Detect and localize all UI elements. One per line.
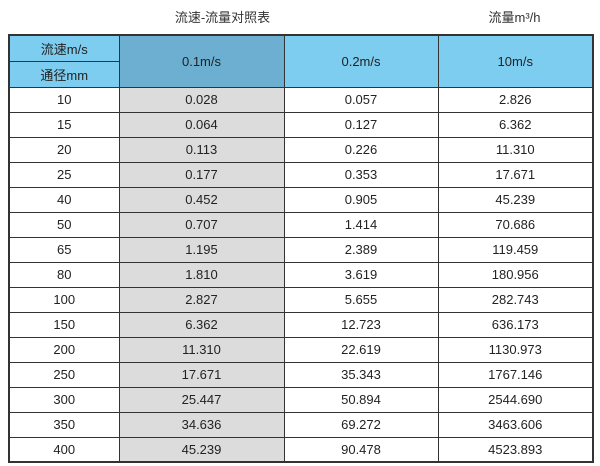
value-cell-0.1ms: 6.362 bbox=[118, 311, 285, 338]
diameter-cell: 20 bbox=[8, 136, 120, 163]
table-row: 350 34.636 69.272 3463.606 bbox=[8, 411, 594, 438]
value-cell-0.1ms: 1.195 bbox=[118, 236, 285, 263]
diameter-cell: 65 bbox=[8, 236, 120, 263]
value-cell-0.1ms: 45.239 bbox=[118, 436, 285, 463]
value-cell-0.2ms: 0.905 bbox=[283, 186, 439, 213]
value-cell-10ms: 2544.690 bbox=[437, 386, 594, 413]
value-cell-0.2ms: 35.343 bbox=[283, 361, 439, 388]
diameter-cell: 200 bbox=[8, 336, 120, 363]
value-cell-0.2ms: 90.478 bbox=[283, 436, 439, 463]
diameter-cell: 15 bbox=[8, 111, 120, 138]
table-row: 20 0.113 0.226 11.310 bbox=[8, 136, 594, 163]
table-row: 50 0.707 1.414 70.686 bbox=[8, 211, 594, 238]
value-cell-10ms: 6.362 bbox=[437, 111, 594, 138]
value-cell-10ms: 2.826 bbox=[437, 86, 594, 113]
table-row: 10 0.028 0.057 2.826 bbox=[8, 86, 594, 113]
table-header: 流速m/s 0.1m/s 0.2m/s 10m/s 通径mm bbox=[8, 34, 594, 88]
diameter-cell: 80 bbox=[8, 261, 120, 288]
diameter-cell: 400 bbox=[8, 436, 120, 463]
table-row: 300 25.447 50.894 2544.690 bbox=[8, 386, 594, 413]
diameter-cell: 350 bbox=[8, 411, 120, 438]
diameter-cell: 40 bbox=[8, 186, 120, 213]
diameter-cell: 300 bbox=[8, 386, 120, 413]
header-col-10ms: 10m/s bbox=[437, 34, 594, 88]
value-cell-0.1ms: 0.113 bbox=[118, 136, 285, 163]
table-row: 80 1.810 3.619 180.956 bbox=[8, 261, 594, 288]
header-row-top: 流速m/s 0.1m/s 0.2m/s 10m/s bbox=[8, 34, 594, 88]
value-cell-10ms: 119.459 bbox=[437, 236, 594, 263]
value-cell-10ms: 11.310 bbox=[437, 136, 594, 163]
flow-rate-table: 流速m/s 0.1m/s 0.2m/s 10m/s 通径mm 10 0.028 … bbox=[8, 34, 594, 463]
value-cell-0.1ms: 17.671 bbox=[118, 361, 285, 388]
value-cell-0.1ms: 2.827 bbox=[118, 286, 285, 313]
value-cell-0.2ms: 0.353 bbox=[283, 161, 439, 188]
value-cell-0.1ms: 34.636 bbox=[118, 411, 285, 438]
diameter-cell: 50 bbox=[8, 211, 120, 238]
table-row: 200 11.310 22.619 1130.973 bbox=[8, 336, 594, 363]
value-cell-0.1ms: 25.447 bbox=[118, 386, 285, 413]
page-title: 流速-流量对照表 bbox=[174, 10, 271, 25]
table-row: 65 1.195 2.389 119.459 bbox=[8, 236, 594, 263]
value-cell-0.1ms: 1.810 bbox=[118, 261, 285, 288]
table-row: 250 17.671 35.343 1767.146 bbox=[8, 361, 594, 388]
diameter-cell: 25 bbox=[8, 161, 120, 188]
table-row: 15 0.064 0.127 6.362 bbox=[8, 111, 594, 138]
value-cell-0.2ms: 22.619 bbox=[283, 336, 439, 363]
diameter-cell: 100 bbox=[8, 286, 120, 313]
value-cell-10ms: 636.173 bbox=[437, 311, 594, 338]
flow-rate-unit-title: 流量m³/h bbox=[488, 10, 541, 25]
value-cell-10ms: 1767.146 bbox=[437, 361, 594, 388]
value-cell-0.2ms: 69.272 bbox=[283, 411, 439, 438]
table-row: 40 0.452 0.905 45.239 bbox=[8, 186, 594, 213]
table-row: 25 0.177 0.353 17.671 bbox=[8, 161, 594, 188]
value-cell-10ms: 4523.893 bbox=[437, 436, 594, 463]
titlebar: 流速-流量对照表 流量m³/h bbox=[0, 0, 600, 34]
value-cell-0.2ms: 2.389 bbox=[283, 236, 439, 263]
header-diameter: 通径mm bbox=[8, 60, 120, 88]
value-cell-0.2ms: 0.226 bbox=[283, 136, 439, 163]
diameter-cell: 10 bbox=[8, 86, 120, 113]
diameter-cell: 150 bbox=[8, 311, 120, 338]
diameter-cell: 250 bbox=[8, 361, 120, 388]
value-cell-10ms: 1130.973 bbox=[437, 336, 594, 363]
value-cell-10ms: 282.743 bbox=[437, 286, 594, 313]
value-cell-10ms: 3463.606 bbox=[437, 411, 594, 438]
value-cell-0.1ms: 0.707 bbox=[118, 211, 285, 238]
value-cell-0.2ms: 12.723 bbox=[283, 311, 439, 338]
value-cell-0.1ms: 0.064 bbox=[118, 111, 285, 138]
value-cell-10ms: 180.956 bbox=[437, 261, 594, 288]
value-cell-0.1ms: 0.452 bbox=[118, 186, 285, 213]
header-flow-velocity: 流速m/s bbox=[8, 34, 120, 62]
header-col-0.1ms: 0.1m/s bbox=[118, 34, 285, 88]
table-body: 10 0.028 0.057 2.826 15 0.064 0.127 6.36… bbox=[8, 86, 594, 463]
value-cell-0.2ms: 5.655 bbox=[283, 286, 439, 313]
value-cell-0.2ms: 1.414 bbox=[283, 211, 439, 238]
value-cell-10ms: 17.671 bbox=[437, 161, 594, 188]
value-cell-0.2ms: 3.619 bbox=[283, 261, 439, 288]
value-cell-0.1ms: 0.028 bbox=[118, 86, 285, 113]
value-cell-0.1ms: 0.177 bbox=[118, 161, 285, 188]
value-cell-10ms: 45.239 bbox=[437, 186, 594, 213]
value-cell-0.2ms: 50.894 bbox=[283, 386, 439, 413]
value-cell-0.1ms: 11.310 bbox=[118, 336, 285, 363]
value-cell-0.2ms: 0.057 bbox=[283, 86, 439, 113]
table-row: 100 2.827 5.655 282.743 bbox=[8, 286, 594, 313]
table-row: 400 45.239 90.478 4523.893 bbox=[8, 436, 594, 463]
value-cell-10ms: 70.686 bbox=[437, 211, 594, 238]
header-row-bottom: 通径mm bbox=[8, 60, 593, 88]
value-cell-0.2ms: 0.127 bbox=[283, 111, 439, 138]
header-col-0.2ms: 0.2m/s bbox=[283, 34, 439, 88]
table-row: 150 6.362 12.723 636.173 bbox=[8, 311, 594, 338]
